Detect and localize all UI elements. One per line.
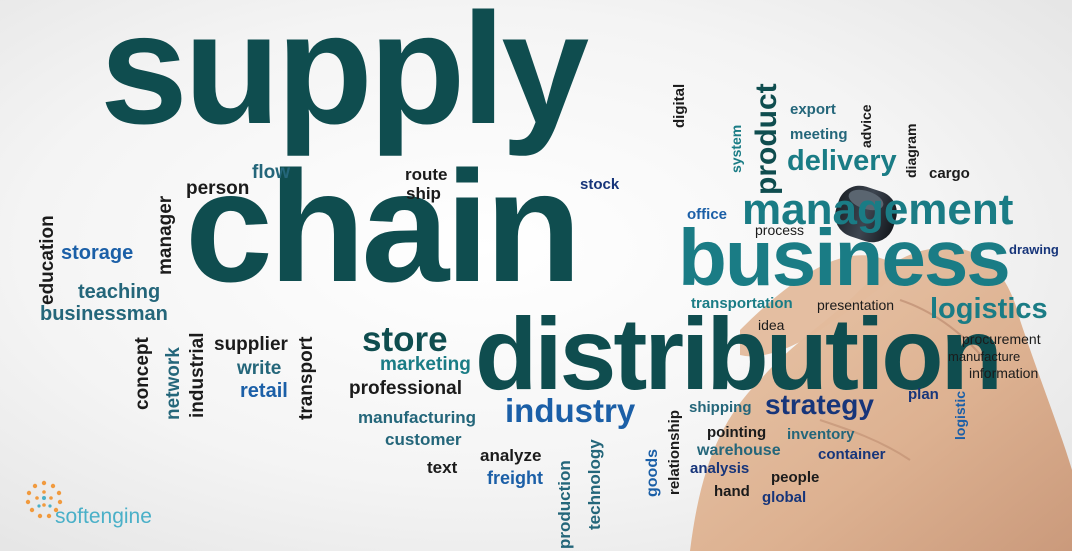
word-business: business bbox=[678, 213, 1011, 302]
word-drawing: drawing bbox=[1009, 242, 1059, 257]
word-supplier: supplier bbox=[214, 334, 288, 355]
word-professional: professional bbox=[349, 378, 462, 399]
word-businessman: businessman bbox=[40, 303, 168, 325]
word-hand: hand bbox=[714, 483, 750, 500]
word-transportation: transportation bbox=[691, 295, 793, 312]
word-product: product bbox=[750, 83, 783, 195]
word-retail: retail bbox=[240, 380, 288, 402]
word-manufacture: manufacture bbox=[948, 349, 1021, 364]
word-presentation: presentation bbox=[817, 297, 895, 313]
word-storage: storage bbox=[61, 242, 134, 264]
word-transport: transport bbox=[296, 336, 317, 420]
word-logistic: logistic bbox=[952, 390, 968, 440]
softengine-logo-icon bbox=[25, 480, 63, 519]
word-marketing: marketing bbox=[380, 354, 471, 375]
word-management: management bbox=[742, 185, 1014, 234]
word-global: global bbox=[762, 489, 807, 506]
word-production: production bbox=[555, 460, 574, 549]
word-freight: freight bbox=[487, 468, 543, 488]
word-idea: idea bbox=[758, 317, 785, 333]
word-chain: chain bbox=[185, 139, 582, 315]
word-diagram: diagram bbox=[903, 123, 919, 178]
word-digital: digital bbox=[671, 83, 688, 128]
word-manufacturing: manufacturing bbox=[358, 408, 477, 427]
word-container: container bbox=[818, 446, 886, 463]
word-route: route bbox=[405, 165, 448, 184]
word-stock: stock bbox=[580, 176, 620, 193]
word-shipping: shipping bbox=[689, 399, 752, 416]
word-analysis: analysis bbox=[690, 460, 750, 477]
word-relationship: relationship bbox=[666, 409, 683, 495]
word-pointing: pointing bbox=[707, 424, 767, 441]
word-distribution: distribution bbox=[475, 297, 1003, 411]
word-store: store bbox=[362, 320, 448, 359]
word-industry: industry bbox=[505, 392, 636, 429]
word-ship: ship bbox=[406, 184, 441, 203]
word-goods: goods bbox=[644, 449, 661, 497]
word-delivery: delivery bbox=[787, 145, 897, 177]
word-system: system bbox=[728, 124, 744, 173]
word-flow: flow bbox=[252, 162, 290, 183]
word-technology: technology bbox=[585, 439, 604, 530]
word-meeting: meeting bbox=[790, 126, 848, 143]
word-plan: plan bbox=[908, 386, 939, 403]
word-process: process bbox=[755, 222, 805, 238]
word-procurement: procurement bbox=[962, 331, 1041, 347]
word-concept: concept bbox=[132, 337, 153, 410]
word-export: export bbox=[790, 101, 836, 118]
word-logistics: logistics bbox=[930, 293, 1048, 325]
word-analyze: analyze bbox=[480, 446, 542, 465]
word-people: people bbox=[771, 469, 820, 486]
word-warehouse: warehouse bbox=[697, 442, 781, 459]
word-customer: customer bbox=[385, 430, 462, 449]
word-cargo: cargo bbox=[929, 165, 970, 182]
word-information: information bbox=[969, 365, 1039, 381]
word-supply: supply bbox=[100, 0, 589, 157]
word-write: write bbox=[237, 358, 282, 379]
softengine-logo-text: softengine bbox=[55, 505, 152, 528]
word-strategy: strategy bbox=[765, 389, 874, 420]
word-inventory: inventory bbox=[787, 426, 855, 443]
word-industrial: industrial bbox=[187, 332, 208, 418]
word-manager: manager bbox=[155, 195, 176, 275]
word-advice: advice bbox=[858, 104, 874, 148]
word-text: text bbox=[427, 458, 458, 477]
word-person: person bbox=[186, 178, 250, 199]
word-education: education bbox=[37, 215, 58, 305]
word-office: office bbox=[687, 206, 728, 223]
word-teaching: teaching bbox=[78, 281, 161, 303]
word-network: network bbox=[163, 347, 184, 420]
